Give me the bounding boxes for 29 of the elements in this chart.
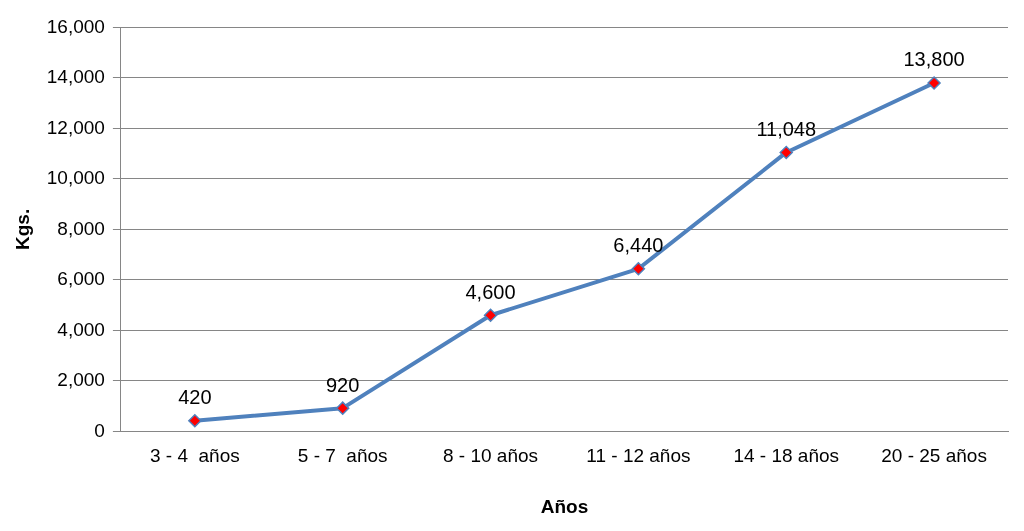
y-axis-title: Kgs. <box>11 208 33 250</box>
x-tick-label: 20 - 25 años <box>881 445 987 467</box>
x-tick-label: 11 - 12 años <box>586 445 691 467</box>
point <box>188 414 202 428</box>
x-tick-label: 14 - 18 años <box>733 445 840 467</box>
y-tick-label: 8,000 <box>57 217 105 239</box>
x-tick-label: 8 - 10 años <box>442 445 539 467</box>
data-label: 13,800 <box>903 48 965 71</box>
y-tick-label: 12,000 <box>46 116 105 138</box>
point <box>483 308 498 322</box>
y-tick-label: 0 <box>94 419 105 441</box>
x-axis-title: Años <box>540 495 589 517</box>
x-tick-label: 3 - 4 años <box>149 445 240 467</box>
data-label: 11,048 <box>756 117 817 140</box>
y-tick-label: 4,000 <box>57 318 105 340</box>
data-label: 4,600 <box>465 280 516 303</box>
x-tick-label: 5 - 7 años <box>297 445 388 467</box>
y-tick-label: 6,000 <box>57 268 105 290</box>
data-label: 6,440 <box>613 234 664 257</box>
y-tick-label: 2,000 <box>57 369 105 391</box>
y-tick-label: 14,000 <box>46 66 105 88</box>
data-label: 420 <box>178 386 212 409</box>
y-tick-label: 10,000 <box>46 167 105 189</box>
point <box>631 262 646 276</box>
point <box>779 145 793 160</box>
data-label: 920 <box>326 373 360 396</box>
point <box>927 76 941 90</box>
y-tick-label: 16,000 <box>46 15 105 37</box>
point <box>335 401 350 415</box>
